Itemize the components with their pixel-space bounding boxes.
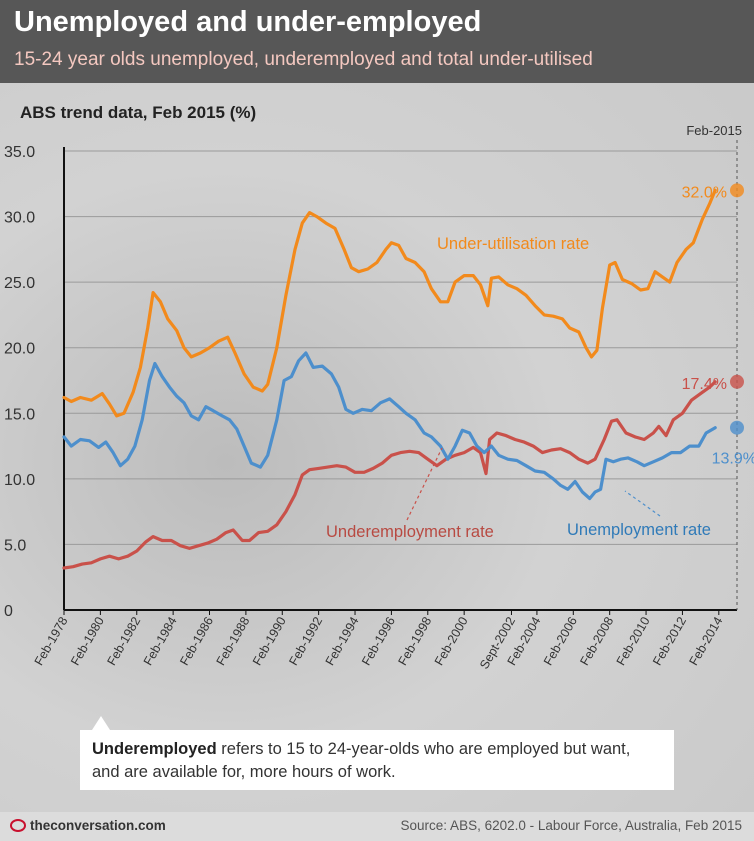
end-marker (730, 374, 744, 389)
y-tick-label: 20.0 (4, 341, 35, 358)
x-tick-label: Feb-1992 (286, 614, 325, 667)
y-tick-label: 35.0 (4, 144, 35, 161)
line-chart: Feb-2015 0 5.0 10.0 15.0 20.0 25.0 30.0 35.0 Fe… (4, 123, 754, 671)
chart-title: ABS trend data, Feb 2015 (%) (20, 103, 257, 122)
x-tick-label: Feb-2014 (687, 614, 726, 667)
x-tick-label: Feb-2012 (650, 614, 689, 667)
y-tick-label: 30.0 (4, 210, 35, 227)
x-tick-label: Feb-1998 (395, 614, 434, 667)
x-tick-label: Feb-1984 (141, 614, 180, 667)
end-value-label: 17.4% (682, 376, 727, 393)
y-tick-label: 15.0 (4, 406, 35, 423)
x-tick-label: Feb-2006 (541, 614, 580, 667)
x-tick-label: Feb-1982 (104, 614, 143, 667)
note-term: Underemployed (92, 740, 217, 758)
x-tick-label: Feb-1986 (177, 614, 216, 667)
x-tick-label: Feb-1994 (323, 614, 362, 667)
x-tick-label: Feb-2008 (577, 614, 616, 667)
end-marker (730, 183, 744, 198)
x-tick-label: Feb-1980 (68, 614, 107, 667)
annotation-leader (624, 490, 661, 517)
page-title: Unemployed and under-employed (14, 6, 482, 38)
y-tick-label: 5.0 (4, 537, 26, 554)
conversation-logo-icon (10, 819, 26, 832)
series-line-3 (62, 351, 717, 501)
x-tick-label: Feb-1990 (250, 614, 289, 667)
brand-text: theconversation.com (30, 818, 166, 833)
note-text: refers to 15 to 24-year-olds who are emp… (92, 740, 631, 781)
end-value-label: 13.9% (712, 451, 754, 468)
end-value-label: 32.0% (682, 184, 727, 201)
series-annotation: Unemployment rate (567, 521, 711, 539)
brand[interactable]: theconversation.com (10, 818, 166, 833)
annotation-leader (406, 447, 443, 521)
y-tick-label: 25.0 (4, 275, 35, 292)
reference-label: Feb-2015 (686, 123, 742, 138)
note-pointer (92, 716, 110, 730)
header-bar: Unemployed and under-employed 15-24 year… (0, 0, 754, 83)
series-line-2 (62, 380, 717, 570)
y-tick-label: 10.0 (4, 472, 35, 489)
source-text: Source: ABS, 6202.0 - Labour Force, Aust… (400, 818, 742, 833)
x-tick-label: Feb-2010 (614, 614, 653, 667)
definition-note: Underemployed refers to 15 to 24-year-ol… (80, 730, 674, 790)
series-annotation: Underemployment rate (326, 523, 494, 541)
end-marker (730, 420, 744, 435)
x-tick-label: Feb-1988 (214, 614, 253, 667)
x-tick-label: Feb-1996 (359, 614, 398, 667)
series-annotation: Under-utilisation rate (437, 235, 589, 253)
y-tick-label: 0 (4, 603, 13, 620)
x-tick-label: Feb-2000 (432, 614, 471, 667)
series-line-1 (62, 188, 717, 418)
page-subtitle: 15-24 year olds unemployed, underemploye… (14, 49, 593, 70)
x-tick-label: Feb-1978 (32, 614, 71, 667)
footer-bar: theconversation.com Source: ABS, 6202.0 … (0, 812, 754, 841)
